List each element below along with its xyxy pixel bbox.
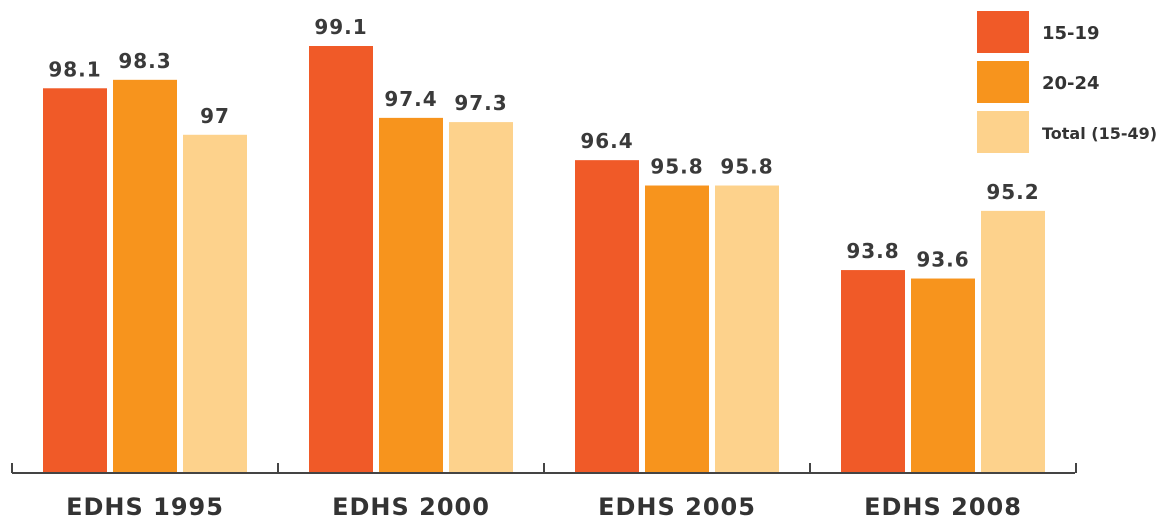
- bar-value-label: 95.8: [720, 155, 773, 179]
- bar-value-label: 96.4: [580, 129, 633, 153]
- x-axis-category-label: EDHS 2005: [598, 493, 756, 521]
- bars-group: [43, 46, 1045, 474]
- bar: [911, 278, 975, 473]
- bar-value-label: 98.1: [48, 57, 101, 81]
- legend-label-total: Total (15-49): [1042, 124, 1157, 143]
- bar-value-label: 95.8: [650, 155, 703, 179]
- legend-swatch-20-24: [977, 61, 1029, 103]
- bar: [379, 117, 443, 474]
- x-axis-category-label: EDHS 2008: [864, 493, 1022, 521]
- bar: [43, 88, 107, 474]
- bar: [113, 79, 177, 474]
- bar-value-label: 97.4: [384, 87, 437, 111]
- bar-value-label: 98.3: [118, 49, 171, 73]
- bar-value-label: 93.6: [916, 248, 969, 272]
- x-axis-ticks: [11, 463, 1077, 473]
- bar: [715, 185, 779, 474]
- value-labels-group: 98.1 98.3 97 99.1 97.4 97.3 96.4 95.8 95.8 93.8 93…: [48, 15, 1039, 272]
- legend-swatch-15-19: [977, 11, 1029, 53]
- bar-value-label: 97.3: [454, 91, 507, 115]
- legend-swatch-total: [977, 111, 1029, 153]
- x-axis-category-labels: EDHS 1995 EDHS 2000 EDHS 2005 EDHS 2008: [66, 493, 1022, 521]
- bar: [645, 185, 709, 474]
- bar-value-label: 93.8: [846, 239, 899, 263]
- bar-value-label: 97: [200, 104, 230, 128]
- bar: [309, 46, 373, 473]
- legend-label-20-24: 20-24: [1042, 73, 1100, 94]
- bar: [575, 160, 639, 474]
- x-axis-category-label: EDHS 2000: [332, 493, 490, 521]
- bar-value-label: 99.1: [314, 15, 367, 39]
- bar: [981, 210, 1045, 473]
- bar: [449, 122, 513, 474]
- x-axis-category-label: EDHS 1995: [66, 493, 224, 521]
- bar-value-label: 95.2: [986, 180, 1039, 204]
- bar: [841, 270, 905, 473]
- legend-label-15-19: 15-19: [1042, 23, 1100, 44]
- legend: 15-19 20-24 Total (15-49): [977, 11, 1157, 153]
- bar: [183, 134, 247, 474]
